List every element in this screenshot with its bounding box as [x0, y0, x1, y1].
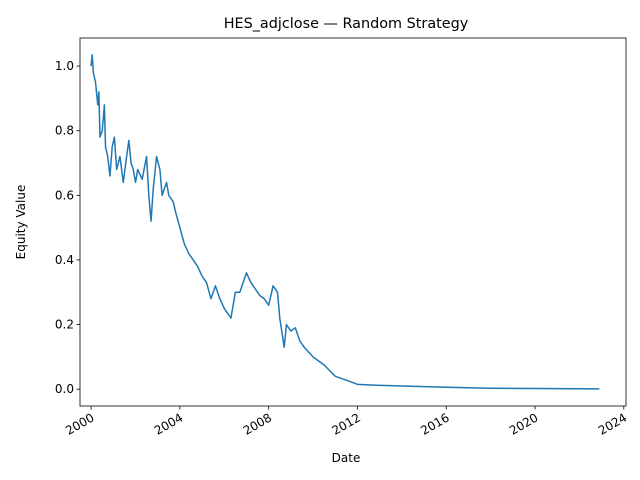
y-tick-label: 0.0 [55, 382, 74, 396]
x-axis-label: Date [332, 451, 361, 465]
x-tick-label: 2000 [63, 410, 96, 437]
plot-frame [79, 37, 627, 407]
x-tick-label: 2016 [418, 410, 451, 437]
y-tick-label: 0.8 [55, 124, 74, 138]
y-axis-label: Equity Value [14, 185, 28, 260]
chart-title: HES_adjclose — Random Strategy [224, 16, 469, 32]
x-tick-label: 2004 [152, 410, 185, 437]
y-tick-label: 0.2 [55, 318, 74, 332]
y-tick-label: 1.0 [55, 59, 74, 73]
x-tick-label: 2020 [507, 410, 540, 437]
x-tick-label: 2012 [329, 410, 362, 437]
x-tick-label: 2024 [596, 410, 629, 437]
x-tick-label: 2008 [241, 410, 274, 437]
y-tick-label: 0.6 [55, 188, 74, 202]
line [90, 54, 600, 390]
y-tick-label: 0.4 [55, 253, 74, 267]
